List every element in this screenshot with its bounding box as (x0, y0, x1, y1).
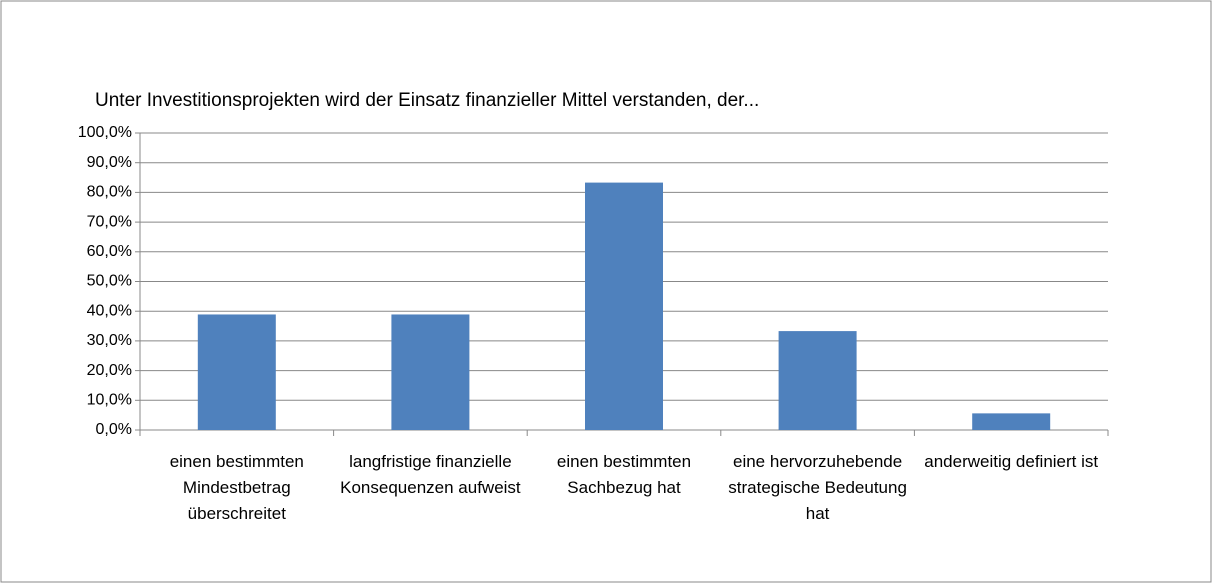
x-tick-label: langfristige finanzielle Konsequenzen au… (340, 452, 521, 497)
y-tick-label: 10,0% (87, 392, 132, 409)
y-tick-label: 100,0% (78, 124, 132, 141)
x-tick-label: einen bestimmten Sachbezug hat (556, 452, 692, 497)
bar (585, 182, 663, 430)
y-tick-label: 0,0% (96, 421, 132, 438)
bar (972, 413, 1051, 430)
y-tick-label: 40,0% (87, 302, 132, 319)
y-tick-label: 30,0% (87, 332, 132, 349)
y-tick-label: 90,0% (87, 154, 132, 171)
bar (197, 314, 276, 430)
bar (391, 314, 470, 430)
bar (778, 331, 857, 430)
y-tick-label: 60,0% (87, 243, 132, 260)
y-tick-label: 80,0% (87, 184, 132, 201)
y-tick-label: 70,0% (87, 213, 132, 230)
x-tick-label: eine hervorzuhebende strategische Bedeut… (728, 452, 907, 523)
chart-title: Unter Investitionsprojekten wird der Ein… (95, 90, 759, 111)
x-tick-label: einen bestimmten Mindestbetrag überschre… (169, 452, 304, 523)
x-tick-label: anderweitig definiert ist (924, 452, 1099, 471)
y-tick-label: 20,0% (87, 362, 132, 379)
y-tick-label: 50,0% (87, 273, 132, 290)
